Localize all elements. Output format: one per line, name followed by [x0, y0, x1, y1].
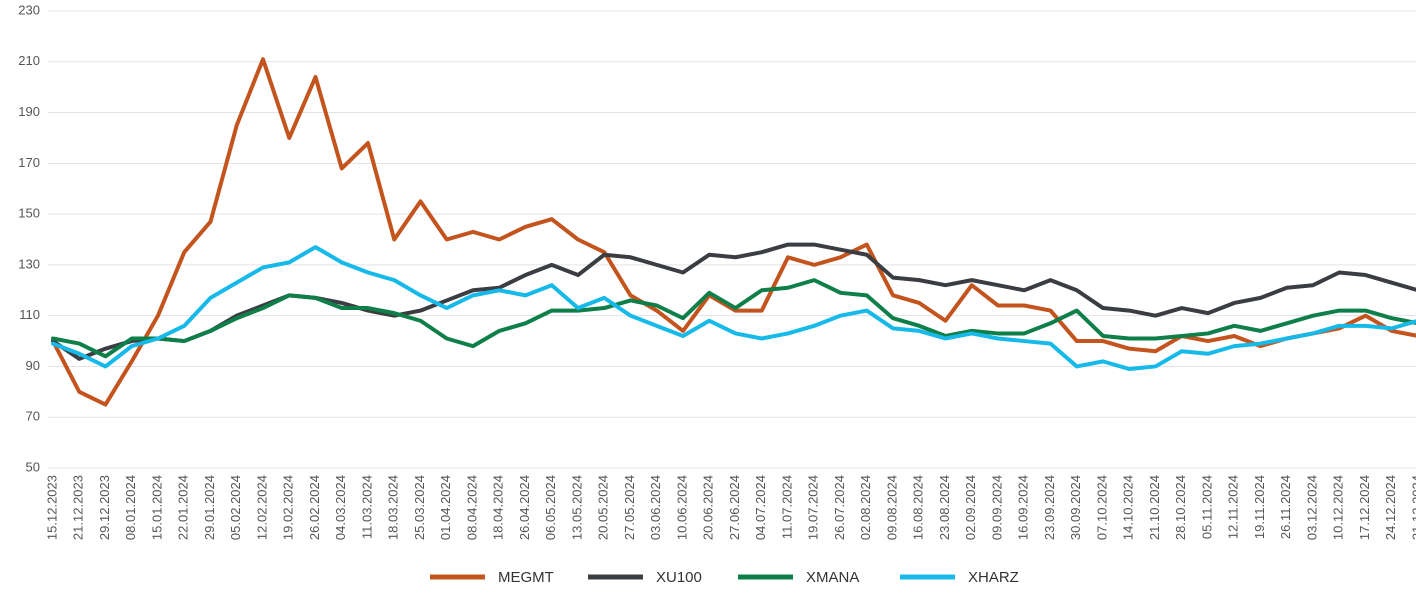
- x-tick-label: 26.11.2024: [1278, 475, 1293, 539]
- x-tick-label: 03.06.2024: [648, 475, 663, 540]
- x-tick-label: 19.07.2024: [806, 475, 821, 540]
- y-tick-label: 190: [18, 104, 40, 119]
- y-tick-label: 170: [18, 155, 40, 170]
- x-tick-label: 27.06.2024: [727, 475, 742, 540]
- line-series: [51, 245, 1416, 371]
- legend-label: XU100: [656, 569, 702, 586]
- x-tick-label: 09.08.2024: [884, 475, 899, 540]
- x-tick-label: 10.12.2024: [1331, 475, 1346, 540]
- x-tick-label: 20.05.2024: [596, 475, 611, 540]
- y-tick-label: 210: [18, 53, 40, 68]
- legend-label: MEGMT: [498, 569, 554, 586]
- legend-label: XHARZ: [968, 569, 1019, 586]
- y-tick-label: 150: [18, 206, 40, 221]
- x-tick-label: 21.10.2024: [1147, 475, 1162, 540]
- x-tick-label: 12.02.2024: [254, 475, 269, 540]
- x-tick-label: 02.09.2024: [963, 475, 978, 540]
- x-tick-label: 26.07.2024: [832, 475, 847, 540]
- x-tick-label: 03.12.2024: [1304, 475, 1319, 540]
- x-tick-label: 24.12.2024: [1383, 475, 1398, 540]
- x-tick-label: 01.04.2024: [438, 475, 453, 540]
- x-tick-label: 26.02.2024: [307, 475, 322, 540]
- x-tick-label: 04.03.2024: [333, 475, 348, 540]
- x-tick-label: 26.04.2024: [517, 475, 532, 540]
- legend: MEGMT XU100 XMANA XHARZ: [430, 569, 1019, 586]
- y-tick-label: 90: [26, 358, 40, 373]
- x-tick-label: 05.11.2024: [1199, 475, 1214, 539]
- x-tick-label: 21.12.2023: [71, 475, 86, 540]
- x-tick-label: 11.03.2024: [359, 475, 374, 539]
- x-tick-label: 23.09.2024: [1042, 475, 1057, 540]
- x-tick-label: 05.02.2024: [228, 475, 243, 540]
- x-tick-label: 19.11.2024: [1252, 475, 1267, 539]
- x-tick-label: 15.01.2024: [149, 475, 164, 540]
- x-tick-label: 07.10.2024: [1094, 475, 1109, 540]
- x-tick-label: 22.01.2024: [176, 475, 191, 540]
- legend-label: XMANA: [806, 569, 859, 586]
- x-tick-label: 12.11.2024: [1226, 475, 1241, 539]
- x-tick-label: 06.05.2024: [543, 475, 558, 540]
- x-tick-label: 29.12.2023: [97, 475, 112, 540]
- y-tick-label: 230: [18, 2, 40, 17]
- x-tick-label: 28.10.2024: [1173, 475, 1188, 540]
- x-tick-label: 13.05.2024: [569, 475, 584, 540]
- x-tick-label: 27.05.2024: [622, 475, 637, 540]
- x-tick-label: 19.02.2024: [281, 475, 296, 540]
- x-tick-label: 29.01.2024: [202, 475, 217, 540]
- y-tick-label: 110: [19, 307, 40, 322]
- x-tick-label: 16.08.2024: [911, 475, 926, 540]
- x-tick-label: 20.06.2024: [701, 475, 716, 540]
- x-tick-label: 31.12.2024: [1409, 475, 1416, 540]
- x-tick-label: 15.12.2023: [44, 475, 59, 540]
- x-tick-label: 18.04.2024: [491, 475, 506, 540]
- x-tick-label: 04.07.2024: [753, 475, 768, 540]
- x-tick-label: 14.10.2024: [1121, 475, 1136, 540]
- x-tick-label: 17.12.2024: [1357, 475, 1372, 540]
- x-tick-label: 08.01.2024: [123, 475, 138, 540]
- line-series: [51, 278, 1416, 359]
- y-tick-label: 130: [18, 256, 40, 271]
- x-tick-label: 09.09.2024: [989, 475, 1004, 540]
- x-tick-label: 16.09.2024: [1016, 475, 1031, 540]
- x-tick-label: 08.04.2024: [464, 475, 479, 540]
- x-tick-label: 11.07.2024: [779, 475, 794, 539]
- x-tick-label: 25.03.2024: [412, 475, 427, 540]
- x-tick-label: 10.06.2024: [674, 475, 689, 540]
- y-tick-label: 70: [26, 409, 40, 424]
- x-tick-label: 23.08.2024: [937, 475, 952, 540]
- x-tick-label: 02.08.2024: [858, 475, 873, 540]
- x-tick-label: 30.09.2024: [1068, 475, 1083, 540]
- x-tick-label: 18.03.2024: [386, 475, 401, 540]
- y-tick-label: 50: [26, 459, 40, 474]
- line-series: [51, 57, 1416, 407]
